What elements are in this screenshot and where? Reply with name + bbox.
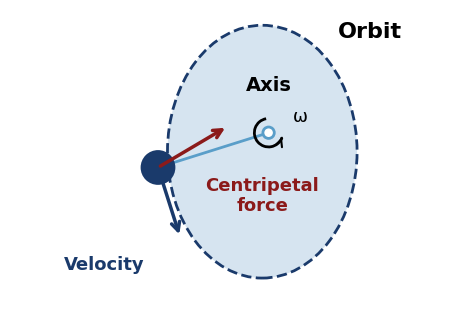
Circle shape [263, 127, 274, 138]
Text: Axis: Axis [246, 76, 292, 95]
Text: Orbit: Orbit [337, 21, 402, 42]
Text: Velocity: Velocity [64, 257, 145, 274]
Ellipse shape [167, 25, 357, 278]
Text: Centripetal
force: Centripetal force [205, 177, 319, 215]
Circle shape [141, 150, 175, 185]
Text: ω: ω [293, 108, 308, 126]
